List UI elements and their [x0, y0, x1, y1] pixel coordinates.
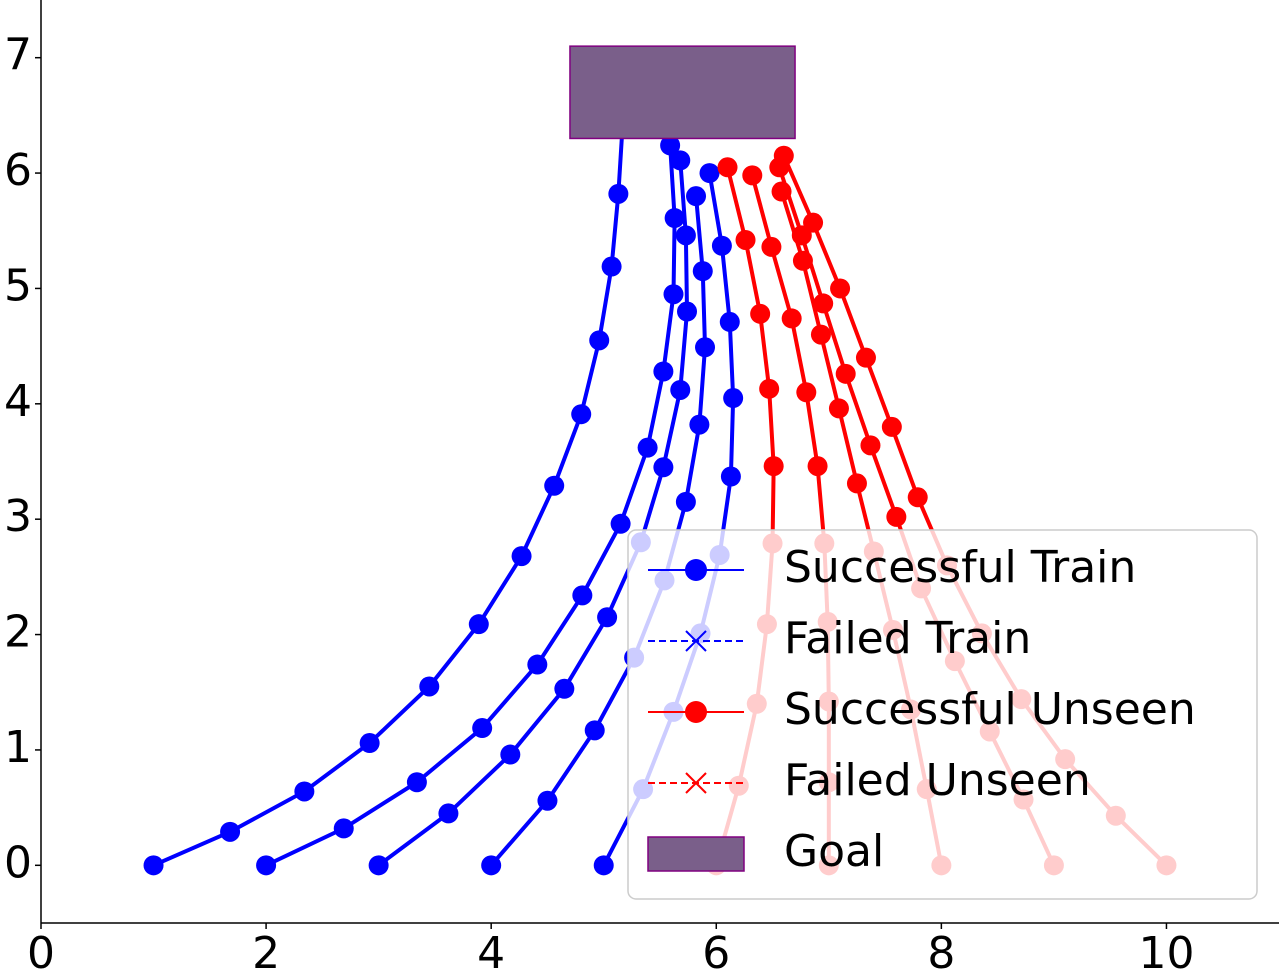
y-tick-label: 1 — [4, 722, 32, 773]
trajectory-point — [830, 278, 851, 299]
trajectory-point — [653, 361, 674, 382]
trajectory-point — [481, 855, 502, 876]
trajectory-point — [584, 720, 605, 741]
trajectory-point — [537, 790, 558, 811]
trajectory-point — [686, 186, 707, 207]
trajectory-point — [781, 308, 802, 329]
trajectory-point — [717, 157, 738, 178]
trajectory-point — [511, 546, 532, 567]
trajectory-point — [333, 818, 354, 839]
trajectory-point — [589, 330, 610, 351]
x-tick-label: 2 — [252, 928, 280, 979]
trajectory-point — [773, 145, 794, 166]
y-tick-label: 6 — [4, 145, 32, 196]
trajectory-point — [675, 491, 696, 512]
legend-label: Successful Unseen — [784, 684, 1196, 735]
trajectory-point — [750, 303, 771, 324]
trajectory-point — [855, 347, 876, 368]
trajectory-point — [294, 781, 315, 802]
trajectory-point — [468, 614, 489, 635]
x-tick-label: 6 — [702, 928, 730, 979]
trajectory-point — [419, 676, 440, 697]
trajectory-point — [660, 135, 681, 156]
legend-label: Goal — [784, 826, 884, 877]
trajectory-point — [759, 378, 780, 399]
trajectory-point — [637, 437, 658, 458]
legend-marker — [685, 772, 707, 794]
trajectory-point — [723, 388, 744, 409]
legend-patch — [647, 836, 745, 872]
trajectory-point — [735, 229, 756, 250]
trajectory-point — [719, 311, 740, 332]
legend-label: Successful Train — [784, 542, 1136, 593]
y-tick-label: 3 — [4, 491, 32, 542]
trajectory-point — [359, 733, 380, 754]
trajectory-point — [689, 414, 710, 435]
trajectory-point — [601, 256, 622, 277]
trajectory-point — [796, 382, 817, 403]
y-tick-label: 7 — [4, 30, 32, 81]
trajectory-point — [571, 404, 592, 425]
trajectory-point — [807, 456, 828, 477]
trajectory-point — [761, 236, 782, 257]
trajectory-point — [663, 284, 684, 305]
trajectory-point — [438, 803, 459, 824]
trajectory-point — [763, 456, 784, 477]
trajectory-point — [670, 379, 691, 400]
x-tick-label: 10 — [1138, 928, 1194, 979]
trajectory-point — [828, 398, 849, 419]
trajectory-point — [554, 678, 575, 699]
trajectory-point — [742, 165, 763, 186]
trajectory-point — [664, 208, 685, 229]
trajectory-point — [711, 235, 732, 256]
trajectory-point — [813, 293, 834, 314]
legend-marker — [685, 559, 707, 581]
trajectory-point — [699, 163, 720, 184]
x-tick-label: 0 — [27, 928, 55, 979]
trajectory-point — [670, 150, 691, 171]
y-tick-label: 5 — [4, 260, 32, 311]
trajectory-point — [143, 855, 164, 876]
trajectory-point — [368, 855, 389, 876]
trajectory-point — [527, 654, 548, 675]
trajectory-line — [265, 145, 677, 868]
x-tick-label: 4 — [477, 928, 505, 979]
trajectory-point — [653, 457, 674, 478]
trajectory-point — [677, 301, 698, 322]
trajectory-point — [846, 473, 867, 494]
goal-area — [569, 45, 796, 140]
trajectory-point — [597, 607, 618, 628]
legend-label: Failed Train — [784, 613, 1031, 664]
trajectory-point — [881, 416, 902, 437]
trajectory-point — [692, 261, 713, 282]
trajectory-point — [608, 183, 629, 204]
legend-box — [627, 529, 1258, 900]
y-tick-label: 0 — [4, 837, 32, 888]
trajectory-point — [500, 744, 521, 765]
trajectory-point — [720, 466, 741, 487]
trajectory-point — [220, 821, 241, 842]
x-tick-label: 8 — [927, 928, 955, 979]
y-tick-label: 4 — [4, 376, 32, 427]
trajectory-point — [675, 225, 696, 246]
y-tick-label: 2 — [4, 607, 32, 658]
trajectory-point — [544, 475, 565, 496]
trajectory-point — [610, 513, 631, 534]
trajectory-point — [835, 363, 856, 384]
legend-marker — [685, 630, 707, 652]
trajectory-point — [572, 585, 593, 606]
trajectory-point — [907, 487, 928, 508]
trajectory-point — [406, 772, 427, 793]
trajectory-point — [803, 212, 824, 233]
trajectory-point — [886, 506, 907, 527]
trajectory-point — [810, 324, 831, 345]
trajectory-point — [256, 855, 277, 876]
legend-marker — [685, 701, 707, 723]
trajectory-point — [472, 718, 493, 739]
trajectory-point — [593, 855, 614, 876]
trajectory-point — [860, 435, 881, 456]
legend-label: Failed Unseen — [784, 755, 1091, 806]
trajectory-point — [695, 337, 716, 358]
